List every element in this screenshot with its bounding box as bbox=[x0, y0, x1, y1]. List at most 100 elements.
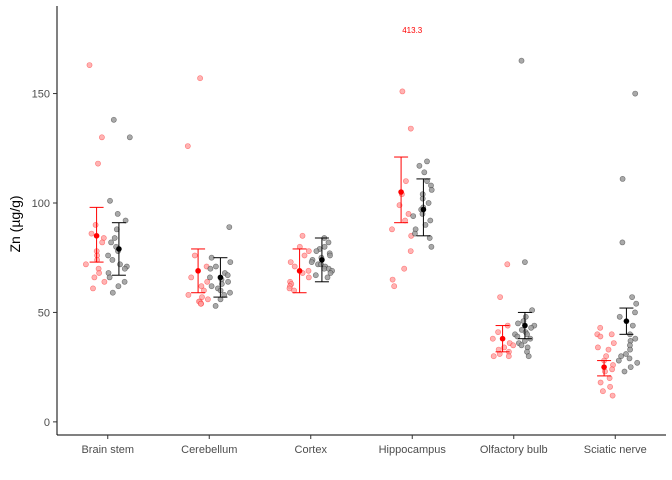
data-point bbox=[121, 278, 128, 285]
data-point bbox=[88, 230, 95, 237]
data-point bbox=[313, 248, 320, 254]
data-point bbox=[623, 351, 629, 357]
data-point bbox=[109, 289, 116, 296]
data-point bbox=[629, 294, 635, 300]
data-point bbox=[126, 134, 133, 141]
data-point bbox=[121, 265, 128, 272]
data-point bbox=[198, 283, 205, 290]
data-point bbox=[626, 355, 633, 362]
mean-point bbox=[296, 268, 303, 274]
data-point bbox=[615, 357, 622, 364]
data-point bbox=[401, 265, 408, 272]
data-point bbox=[91, 274, 98, 281]
data-point bbox=[421, 169, 428, 176]
data-point bbox=[389, 276, 396, 283]
data-point bbox=[212, 302, 219, 309]
data-point bbox=[204, 278, 211, 285]
data-point bbox=[184, 143, 191, 149]
data-point bbox=[633, 300, 640, 307]
mean-point bbox=[116, 246, 122, 252]
data-point bbox=[225, 278, 231, 285]
data-point bbox=[627, 346, 633, 353]
mean-point bbox=[623, 318, 630, 324]
data-point bbox=[207, 265, 214, 272]
data-point bbox=[96, 270, 102, 276]
data-point bbox=[411, 230, 418, 237]
x-tick-label: Brain stem bbox=[81, 444, 134, 456]
data-point bbox=[389, 226, 395, 233]
data-point bbox=[308, 259, 315, 265]
data-point bbox=[407, 125, 414, 132]
data-point bbox=[597, 324, 604, 331]
y-tick-label: 50 bbox=[38, 307, 50, 319]
data-point bbox=[529, 307, 535, 314]
data-point bbox=[327, 252, 333, 259]
data-point bbox=[607, 383, 613, 390]
data-point bbox=[197, 75, 203, 82]
data-point bbox=[291, 263, 298, 270]
data-point bbox=[514, 333, 521, 340]
data-point bbox=[610, 340, 617, 346]
data-point bbox=[522, 259, 528, 265]
data-point bbox=[629, 322, 636, 329]
data-point bbox=[287, 259, 294, 265]
data-point bbox=[197, 300, 204, 307]
data-point bbox=[528, 324, 534, 331]
data-point bbox=[618, 353, 624, 360]
data-point bbox=[504, 261, 511, 268]
data-point bbox=[101, 278, 108, 285]
data-point bbox=[299, 232, 306, 239]
data-point bbox=[422, 221, 429, 228]
mean-point bbox=[522, 322, 528, 329]
data-point bbox=[99, 239, 106, 246]
data-point bbox=[428, 186, 435, 193]
data-point bbox=[609, 392, 616, 399]
mean-point bbox=[398, 189, 404, 195]
data-point bbox=[608, 331, 615, 338]
data-point bbox=[312, 272, 319, 279]
data-point bbox=[600, 388, 606, 395]
data-point bbox=[410, 213, 417, 219]
data-point bbox=[301, 252, 308, 259]
data-point bbox=[305, 274, 312, 281]
data-point bbox=[402, 178, 409, 184]
data-point bbox=[90, 285, 96, 292]
data-point bbox=[595, 344, 601, 351]
data-point bbox=[597, 333, 604, 340]
data-point bbox=[525, 353, 532, 360]
y-tick-label: 100 bbox=[32, 198, 50, 210]
data-point bbox=[619, 239, 626, 246]
data-point bbox=[616, 313, 623, 320]
data-point bbox=[632, 309, 638, 316]
y-tick-label: 0 bbox=[44, 417, 50, 429]
axes: 0 50 100 150 Brain stem Cerebellum Cortex Hippo… bbox=[32, 6, 666, 456]
mean-point bbox=[601, 364, 607, 370]
data-point bbox=[609, 366, 615, 373]
data-point bbox=[206, 274, 213, 281]
data-point bbox=[107, 197, 113, 204]
data-point bbox=[416, 162, 423, 169]
data-point bbox=[109, 256, 116, 263]
data-point bbox=[199, 294, 205, 300]
data-point bbox=[515, 320, 521, 327]
data-point bbox=[632, 90, 639, 97]
data-point bbox=[518, 57, 525, 64]
data-point bbox=[305, 248, 312, 254]
data-point bbox=[391, 283, 398, 290]
data-point bbox=[425, 200, 432, 206]
data-point bbox=[621, 368, 628, 375]
data-point bbox=[597, 379, 604, 386]
data-point bbox=[321, 243, 328, 250]
mean-point bbox=[420, 206, 427, 213]
data-point bbox=[419, 195, 426, 202]
data-point bbox=[505, 353, 512, 360]
data-point bbox=[99, 134, 105, 141]
annotation-label: 413.3 bbox=[402, 26, 423, 35]
data-point bbox=[605, 346, 612, 353]
data-point bbox=[227, 289, 233, 296]
data-point bbox=[115, 283, 122, 290]
data-point bbox=[185, 291, 192, 298]
data-point bbox=[510, 342, 517, 349]
data-point bbox=[405, 210, 412, 217]
x-tick-label: Hippocampus bbox=[379, 444, 447, 456]
